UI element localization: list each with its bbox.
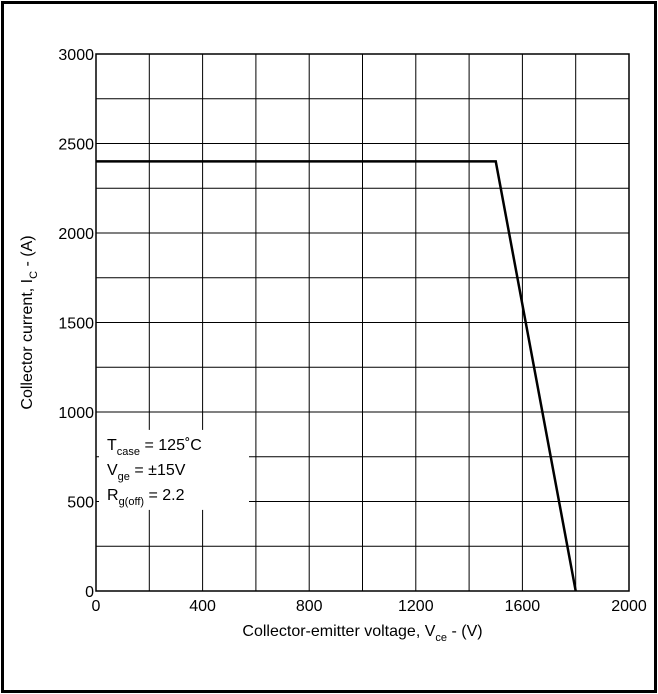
y-tick-label: 2500 [58,137,94,154]
x-tick-label: 400 [189,598,216,615]
condition-line-tcase: Tcase = 125˚C [107,437,202,458]
y-tick-label: 1500 [58,316,94,333]
condition-line-rgoff: Rg(off) = 2.2 [107,487,185,508]
y-tick-label: 3000 [58,47,94,64]
grid [96,54,629,591]
series-line-0 [96,160,577,592]
tick-labels: 0 400 800 1200 1600 2000 0 500 1000 1500 2000 2500 3… [58,47,646,615]
conditions-box: Tcase = 125˚C Vge = ±15V Rg(off) = 2.2 [99,429,249,510]
y-tick-label: 1000 [58,405,94,422]
x-tick-label: 1600 [505,598,541,615]
series-layer [96,160,577,592]
x-tick-label: 2000 [611,598,647,615]
x-tick-label: 800 [296,598,323,615]
y-tick-label: 0 [85,584,94,601]
x-tick-label: 0 [92,598,101,615]
conditions-box-bg [99,429,249,510]
plot-border [95,53,630,592]
y-tick-label: 2000 [58,226,94,243]
y-tick-label: 500 [67,495,94,512]
chart-svg: Tcase = 125˚C Vge = ±15V Rg(off) = 2.2 0… [19,47,647,644]
condition-line-vge: Vge = ±15V [107,462,186,483]
x-tick-label: 1200 [398,598,434,615]
x-axis-label: Collector-emitter voltage, Vce - (V) [242,623,482,644]
y-axis-label: Collector current, IC - (A) [19,235,40,409]
